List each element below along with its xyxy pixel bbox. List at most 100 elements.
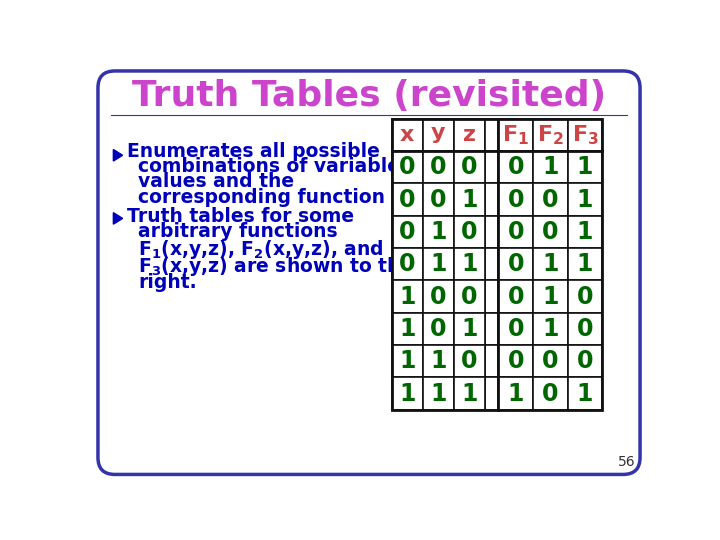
Text: 0: 0 xyxy=(400,252,415,276)
Text: 1: 1 xyxy=(430,349,446,373)
Bar xyxy=(423,151,454,184)
Text: 1: 1 xyxy=(577,155,593,179)
Bar xyxy=(454,215,485,248)
Text: corresponding function value: corresponding function value xyxy=(138,188,449,207)
Text: 0: 0 xyxy=(400,220,415,244)
Bar xyxy=(423,313,454,345)
Text: Truth Tables (revisited): Truth Tables (revisited) xyxy=(132,79,606,113)
Bar xyxy=(533,313,567,345)
Bar xyxy=(423,119,454,151)
Bar xyxy=(423,280,454,313)
Text: 0: 0 xyxy=(508,220,524,244)
Bar xyxy=(567,215,603,248)
Text: 0: 0 xyxy=(508,317,524,341)
Text: combinations of variable: combinations of variable xyxy=(138,157,400,176)
Bar xyxy=(533,280,567,313)
Text: $\mathbf{F_1}$(x,y,z), $\mathbf{F_2}$(x,y,z), and: $\mathbf{F_1}$(x,y,z), $\mathbf{F_2}$(x,… xyxy=(138,238,384,261)
Bar xyxy=(567,345,603,377)
Text: 0: 0 xyxy=(508,155,524,179)
Text: 1: 1 xyxy=(430,220,446,244)
Bar xyxy=(454,313,485,345)
Text: $\bf{F_2}$: $\bf{F_2}$ xyxy=(537,123,564,147)
Text: 0: 0 xyxy=(542,220,559,244)
Bar xyxy=(498,215,533,248)
Text: 1: 1 xyxy=(461,187,477,212)
Bar xyxy=(498,280,533,313)
Bar xyxy=(423,215,454,248)
Bar xyxy=(485,377,498,410)
Bar xyxy=(485,184,498,215)
Text: 1: 1 xyxy=(430,382,446,406)
Bar xyxy=(533,377,567,410)
Text: 1: 1 xyxy=(577,252,593,276)
Text: $\bf{y}$: $\bf{y}$ xyxy=(431,125,446,145)
Bar xyxy=(454,377,485,410)
Bar xyxy=(498,377,533,410)
Text: 1: 1 xyxy=(400,382,415,406)
Text: 1: 1 xyxy=(400,285,415,308)
Bar xyxy=(485,119,498,151)
Text: 0: 0 xyxy=(577,349,593,373)
Bar xyxy=(392,119,423,151)
Text: $\mathbf{F_3}$(x,y,z) are shown to the: $\mathbf{F_3}$(x,y,z) are shown to the xyxy=(138,255,414,278)
Bar xyxy=(423,377,454,410)
Text: $\bf{F_3}$: $\bf{F_3}$ xyxy=(572,123,598,147)
Text: 0: 0 xyxy=(508,285,524,308)
Text: right.: right. xyxy=(138,273,197,292)
Text: arbitrary functions: arbitrary functions xyxy=(138,222,338,241)
Bar xyxy=(423,345,454,377)
Text: Truth tables for some: Truth tables for some xyxy=(127,207,354,226)
Text: $\bf{z}$: $\bf{z}$ xyxy=(462,125,476,145)
Bar xyxy=(423,184,454,215)
Bar xyxy=(392,184,423,215)
Bar xyxy=(485,313,498,345)
Bar xyxy=(498,313,533,345)
Bar xyxy=(533,119,567,151)
Bar xyxy=(454,345,485,377)
Text: 0: 0 xyxy=(542,349,559,373)
Bar xyxy=(454,151,485,184)
Text: 0: 0 xyxy=(400,187,415,212)
Bar xyxy=(498,151,533,184)
Bar xyxy=(498,184,533,215)
Bar xyxy=(423,248,454,280)
Text: 0: 0 xyxy=(542,187,559,212)
Bar xyxy=(392,215,423,248)
Text: 0: 0 xyxy=(577,317,593,341)
Bar xyxy=(392,248,423,280)
Text: 1: 1 xyxy=(577,220,593,244)
Text: $\bf{x}$: $\bf{x}$ xyxy=(400,125,415,145)
Text: 0: 0 xyxy=(508,349,524,373)
Bar xyxy=(485,345,498,377)
Text: 1: 1 xyxy=(400,317,415,341)
Bar xyxy=(567,151,603,184)
Text: 1: 1 xyxy=(461,382,477,406)
Text: values and the: values and the xyxy=(138,172,294,191)
Bar xyxy=(392,151,423,184)
Text: 1: 1 xyxy=(542,285,559,308)
Text: 1: 1 xyxy=(400,349,415,373)
Text: 0: 0 xyxy=(461,285,477,308)
Text: 1: 1 xyxy=(577,382,593,406)
Bar xyxy=(567,313,603,345)
Text: 0: 0 xyxy=(430,285,446,308)
Text: 0: 0 xyxy=(508,252,524,276)
Polygon shape xyxy=(113,150,122,161)
Bar xyxy=(498,119,533,151)
Text: 1: 1 xyxy=(461,252,477,276)
Text: 1: 1 xyxy=(542,155,559,179)
Bar xyxy=(392,377,423,410)
Text: 0: 0 xyxy=(430,155,446,179)
Text: 0: 0 xyxy=(400,155,415,179)
Bar xyxy=(454,184,485,215)
Text: 1: 1 xyxy=(430,252,446,276)
Text: 1: 1 xyxy=(508,382,524,406)
Text: 0: 0 xyxy=(508,187,524,212)
Bar xyxy=(533,248,567,280)
Bar xyxy=(454,280,485,313)
Text: 1: 1 xyxy=(542,252,559,276)
Bar xyxy=(498,345,533,377)
Bar xyxy=(533,215,567,248)
Text: 1: 1 xyxy=(461,317,477,341)
Bar xyxy=(567,119,603,151)
